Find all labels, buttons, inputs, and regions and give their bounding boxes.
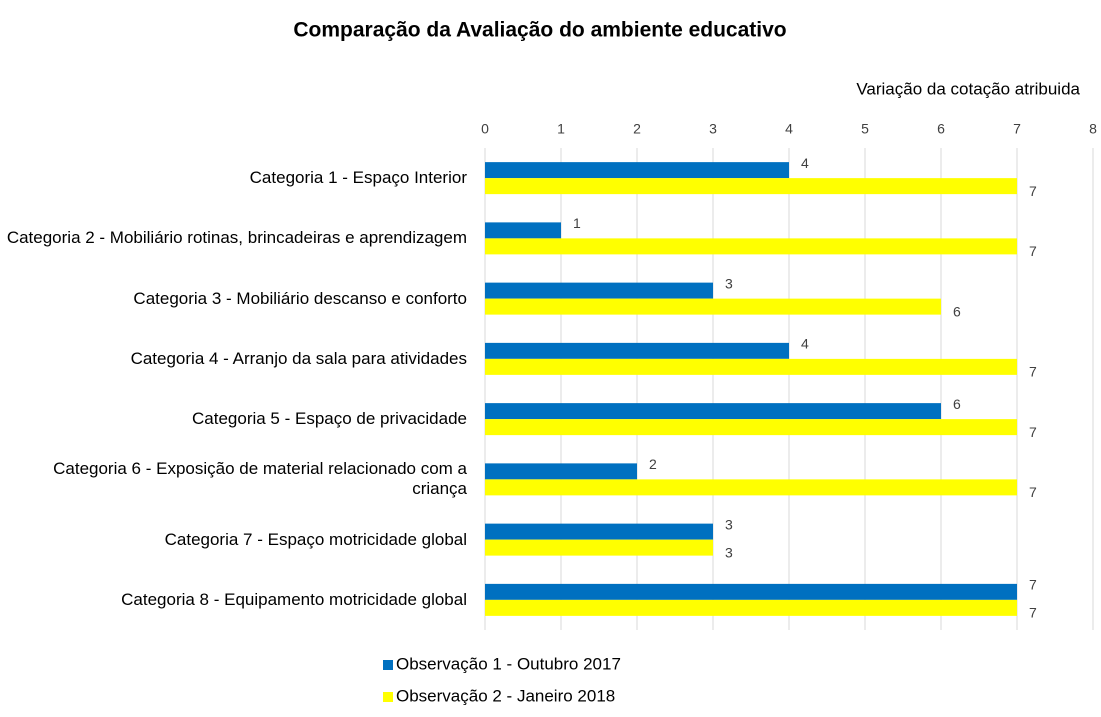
value-label: 4 bbox=[801, 155, 809, 171]
value-label: 3 bbox=[725, 516, 733, 532]
x-tick-label: 3 bbox=[709, 121, 717, 137]
bar bbox=[485, 222, 561, 239]
bar bbox=[485, 523, 713, 540]
x-tick-label: 2 bbox=[633, 121, 641, 137]
value-label: 6 bbox=[953, 396, 961, 412]
legend-label: Observação 2 - Janeiro 2018 bbox=[396, 686, 615, 705]
bar bbox=[485, 298, 941, 315]
y-tick-label: Categoria 3 - Mobiliário descanso e conf… bbox=[133, 288, 467, 308]
x-tick-label: 5 bbox=[861, 121, 869, 137]
bar bbox=[485, 419, 1017, 436]
value-label: 4 bbox=[801, 336, 809, 352]
y-tick-label: Categoria 6 - Exposição de material rela… bbox=[53, 459, 467, 499]
bar bbox=[485, 479, 1017, 496]
chart-title: Comparação da Avaliação do ambiente educ… bbox=[293, 19, 786, 42]
bar bbox=[485, 162, 789, 179]
value-label: 7 bbox=[1029, 243, 1037, 259]
x-tick-label: 4 bbox=[785, 121, 793, 137]
value-label: 7 bbox=[1029, 577, 1037, 593]
value-label: 3 bbox=[725, 544, 733, 560]
x-tick-label: 7 bbox=[1013, 121, 1021, 137]
x-tick-label: 1 bbox=[557, 121, 565, 137]
y-tick-label: Categoria 5 - Espaço de privacidade bbox=[192, 409, 467, 429]
y-tick-label: Categoria 4 - Arranjo da sala para ativi… bbox=[130, 348, 467, 368]
value-label: 6 bbox=[953, 303, 961, 319]
bar bbox=[485, 583, 1017, 600]
x-tick-label: 6 bbox=[937, 121, 945, 137]
value-label: 7 bbox=[1029, 183, 1037, 199]
value-label: 7 bbox=[1029, 364, 1037, 380]
bar bbox=[485, 282, 713, 299]
x-tick-label: 0 bbox=[481, 121, 489, 137]
bar bbox=[485, 178, 1017, 195]
value-label: 7 bbox=[1029, 605, 1037, 621]
value-label: 3 bbox=[725, 275, 733, 291]
x-tick-label: 8 bbox=[1089, 121, 1097, 137]
bar bbox=[485, 403, 941, 420]
legend-swatch bbox=[383, 692, 393, 702]
bar bbox=[485, 358, 1017, 375]
bar bbox=[485, 238, 1017, 255]
bar bbox=[485, 539, 713, 556]
y-tick-label: Categoria 7 - Espaço motricidade global bbox=[164, 529, 467, 549]
bar bbox=[485, 342, 789, 359]
x-axis-title: Variação da cotação atribuida bbox=[856, 79, 1080, 98]
value-label: 2 bbox=[649, 456, 657, 472]
legend-label: Observação 1 - Outubro 2017 bbox=[396, 654, 621, 673]
bar bbox=[485, 463, 637, 480]
value-label: 1 bbox=[573, 215, 581, 231]
value-label: 7 bbox=[1029, 484, 1037, 500]
y-tick-label: Categoria 8 - Equipamento motricidade gl… bbox=[121, 589, 467, 609]
legend-swatch bbox=[383, 660, 393, 670]
bar bbox=[485, 599, 1017, 616]
y-tick-label: Categoria 1 - Espaço Interior bbox=[249, 168, 467, 188]
y-tick-label: Categoria 2 - Mobiliário rotinas, brinca… bbox=[6, 228, 467, 248]
value-label: 7 bbox=[1029, 424, 1037, 440]
